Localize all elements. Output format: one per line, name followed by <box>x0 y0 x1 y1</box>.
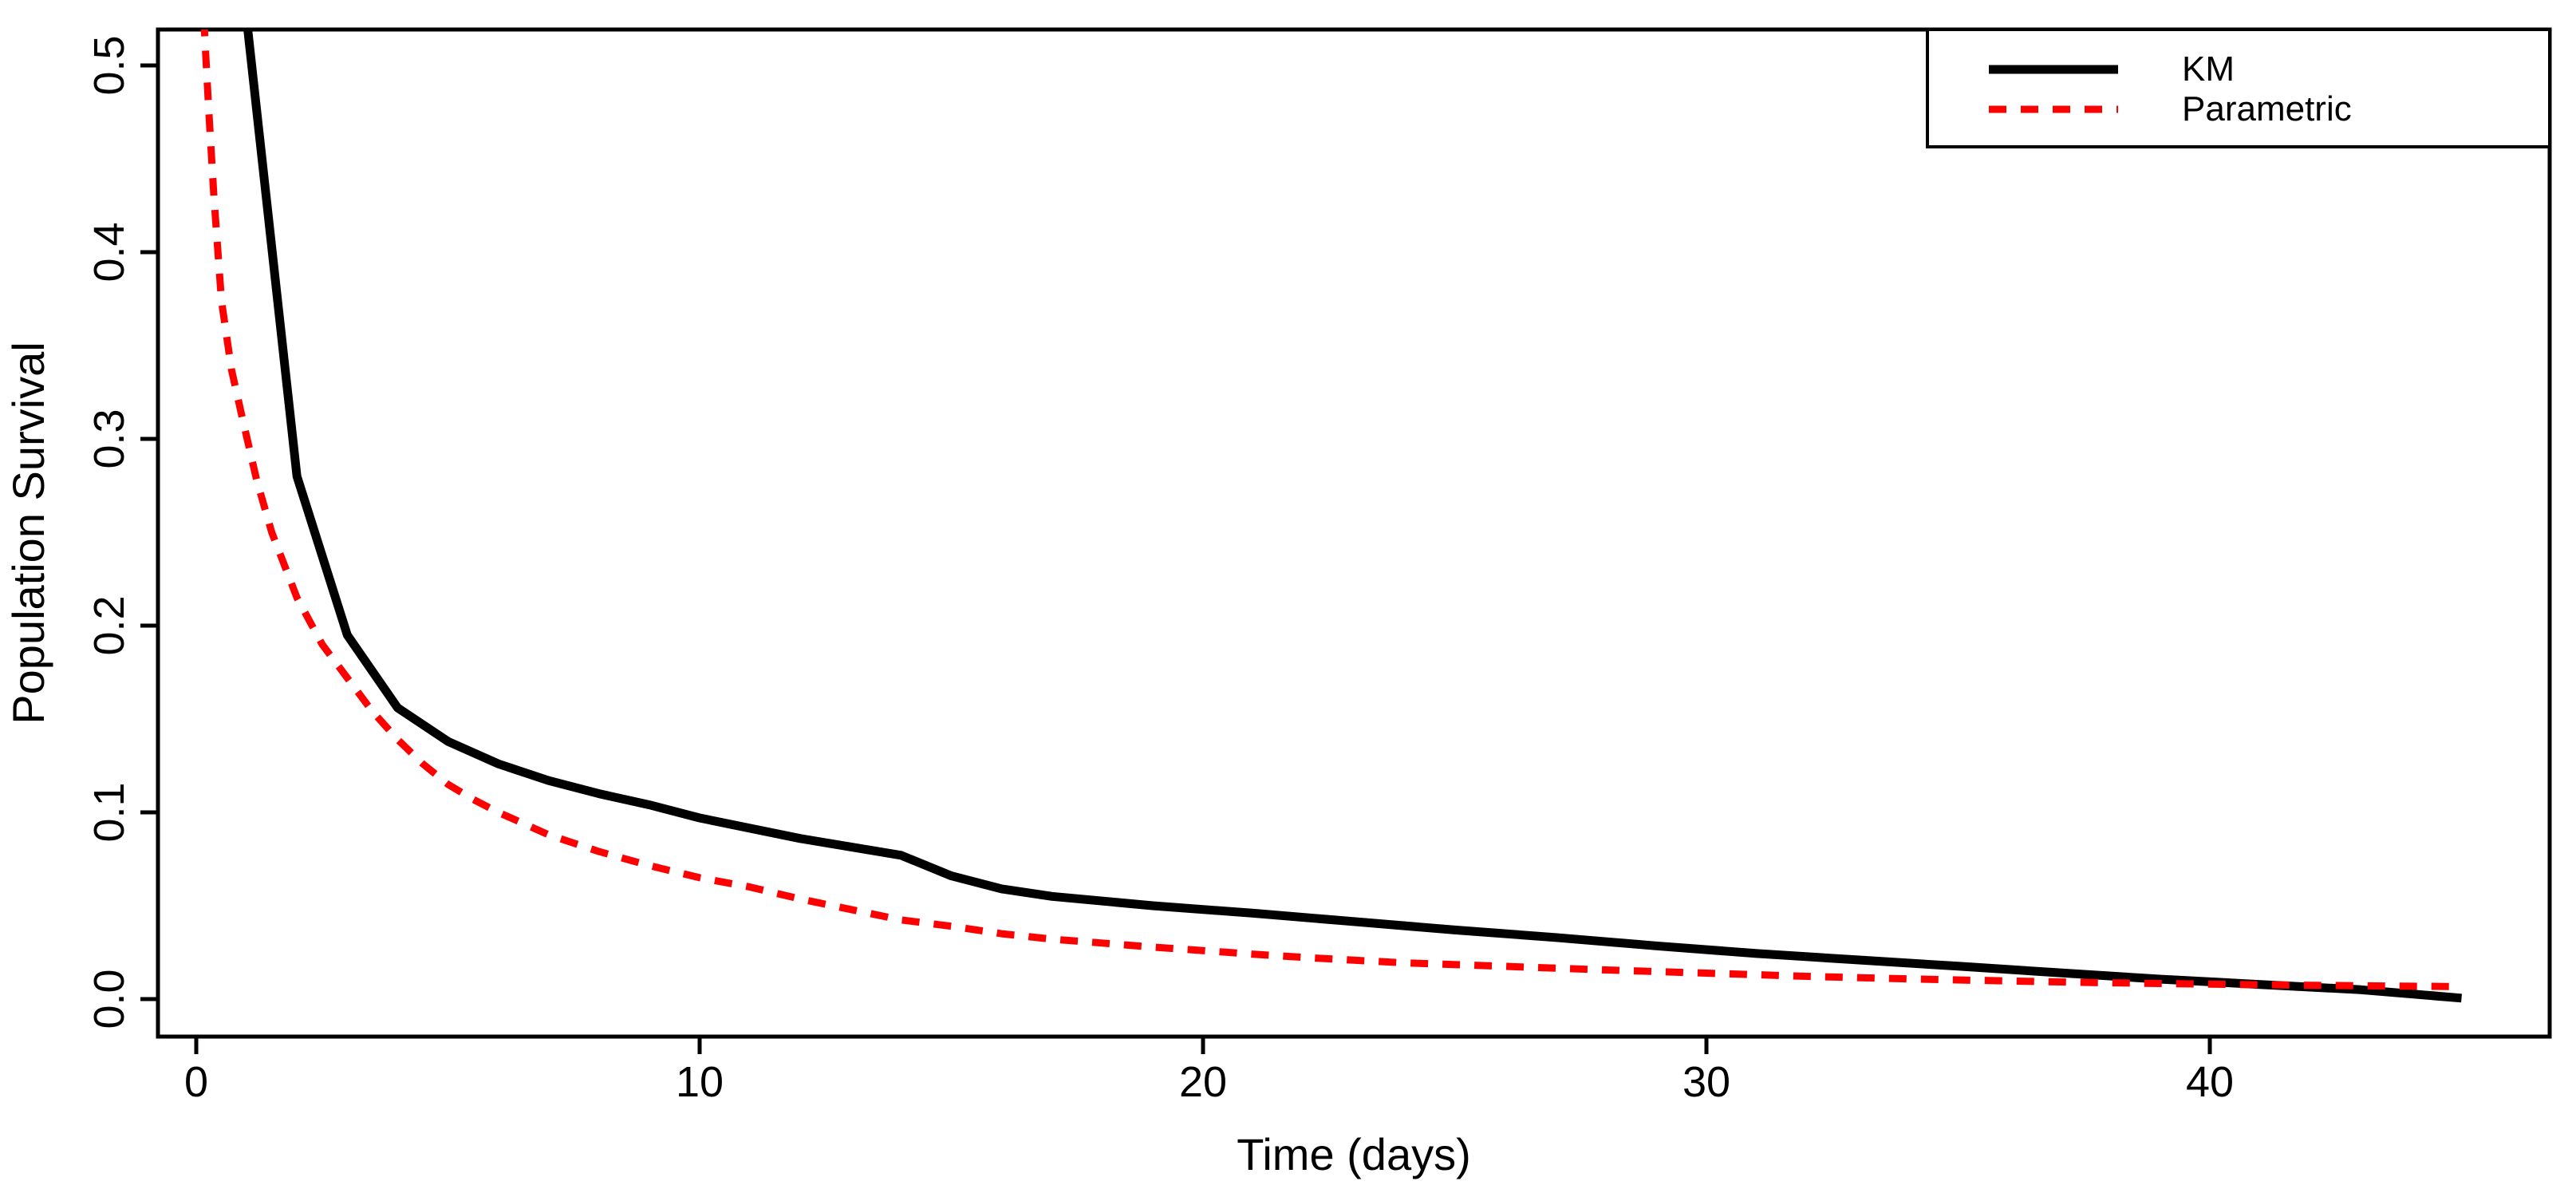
x-tick-label: 30 <box>1682 1058 1730 1106</box>
x-tick-label: 10 <box>676 1058 724 1106</box>
series-group <box>200 30 2462 1003</box>
x-tick-label: 20 <box>1179 1058 1227 1106</box>
y-axis: 0.0 0.1 0.2 0.3 0.4 0.5 <box>85 35 158 1029</box>
legend: KM Parametric <box>1926 28 2551 148</box>
km-curve <box>243 30 2462 1003</box>
plot-frame <box>156 27 2552 1039</box>
x-axis: 0 10 20 30 40 <box>184 1037 2234 1106</box>
y-tick-label: 0.0 <box>85 969 133 1029</box>
legend-km-label: KM <box>2182 49 2235 89</box>
y-axis-title: Population Survival <box>3 342 53 724</box>
y-tick-label: 0.1 <box>85 782 133 842</box>
y-tick-label: 0.4 <box>85 222 133 282</box>
x-tick-label: 0 <box>184 1058 208 1106</box>
y-tick-label: 0.3 <box>85 409 133 468</box>
y-tick-label: 0.2 <box>85 595 133 655</box>
x-tick-label: 40 <box>2186 1058 2234 1106</box>
parametric-curve <box>200 30 2462 990</box>
y-tick-label: 0.5 <box>85 35 133 95</box>
legend-box <box>1926 28 2551 148</box>
x-axis-title: Time (days) <box>1237 1129 1471 1179</box>
legend-parametric-label: Parametric <box>2182 89 2352 128</box>
